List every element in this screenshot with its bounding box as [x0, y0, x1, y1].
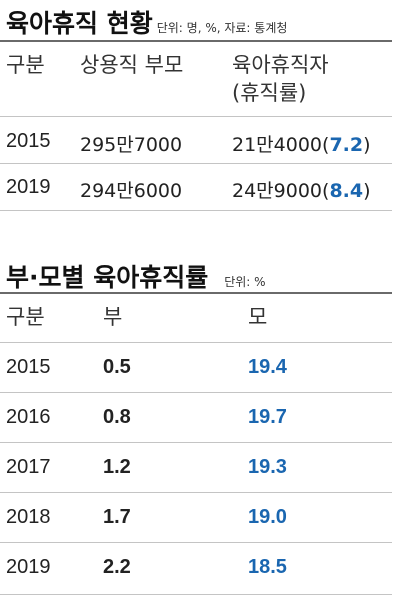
table2-unit-note: 단위: % — [224, 275, 266, 289]
table2-title-block: 부·모별 육아휴직률 단위: % — [6, 258, 266, 294]
table2-top-rule — [0, 292, 392, 294]
table1-header-category: 구분 — [6, 53, 45, 77]
row-leave: 24만9000(8.4) — [232, 176, 371, 203]
table2-row-rule — [0, 542, 392, 543]
row-mother-rate: 19.0 — [248, 506, 287, 528]
table1-unit-note: 단위: 명, %, 자료: 통계청 — [156, 21, 288, 35]
row-rate-open: ( — [322, 180, 330, 202]
row-year: 2019 — [6, 176, 51, 198]
row-father-rate: 1.2 — [103, 456, 131, 478]
table2-row-rule — [0, 492, 392, 493]
row-year: 2017 — [6, 456, 51, 478]
row-leave-count: 24만9000 — [232, 180, 323, 202]
row-father-rate: 0.5 — [103, 356, 131, 378]
row-rate-close: ) — [363, 180, 371, 202]
row-rate-open: ( — [322, 134, 330, 156]
table1-bottom-rule — [0, 210, 392, 211]
table1-title-block: 육아휴직 현황 단위: 명, %, 자료: 통계청 — [6, 4, 287, 40]
table2-header-rule — [0, 342, 392, 343]
row-year: 2018 — [6, 506, 51, 528]
row-year: 2016 — [6, 406, 51, 428]
table1-header-rate: (휴직률) — [232, 81, 307, 105]
table1-header-leave: 육아휴직자 — [232, 53, 329, 77]
table2-header-category: 구분 — [6, 305, 45, 329]
table2-header-mother: 모 — [248, 305, 268, 329]
row-year: 2019 — [6, 556, 51, 578]
table1-title: 육아휴직 현황 — [6, 9, 153, 38]
row-father-rate: 1.7 — [103, 506, 131, 528]
row-rate: 7.2 — [329, 134, 364, 156]
row-rate: 8.4 — [329, 180, 364, 202]
row-rate-close: ) — [363, 134, 371, 156]
row-mother-rate: 18.5 — [248, 556, 287, 578]
table1-header-rule — [0, 116, 392, 117]
table2-bottom-rule — [0, 594, 392, 595]
row-father-rate: 0.8 — [103, 406, 131, 428]
row-year: 2015 — [6, 356, 51, 378]
table2-row-rule — [0, 392, 392, 393]
row-leave-count: 21만4000 — [232, 134, 323, 156]
row-year: 2015 — [6, 130, 51, 152]
row-father-rate: 2.2 — [103, 556, 131, 578]
table2-row-rule — [0, 442, 392, 443]
row-mother-rate: 19.4 — [248, 356, 287, 378]
row-parents: 295만7000 — [80, 134, 183, 156]
row-mother-rate: 19.7 — [248, 406, 287, 428]
row-mother-rate: 19.3 — [248, 456, 287, 478]
table1-top-rule — [0, 40, 392, 42]
table2-header-father: 부 — [103, 305, 123, 329]
row-leave: 21만4000(7.2) — [232, 130, 371, 157]
row-parents: 294만6000 — [80, 180, 183, 202]
table2-title: 부·모별 육아휴직률 — [6, 263, 209, 292]
table1-header-parents: 상용직 부모 — [80, 53, 184, 77]
table1-row-rule — [0, 163, 392, 164]
